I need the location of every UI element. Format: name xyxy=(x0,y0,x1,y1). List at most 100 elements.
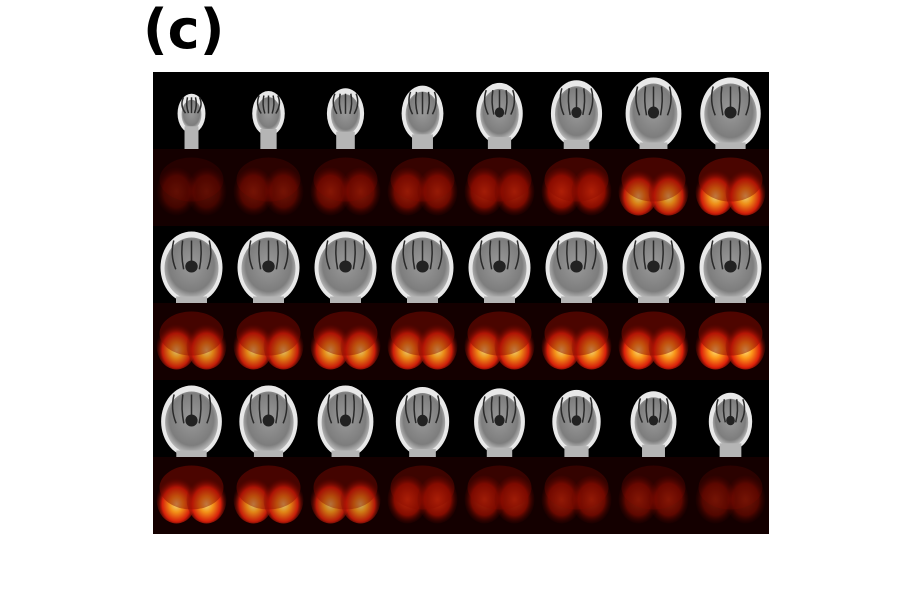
heat-blob xyxy=(417,167,458,216)
mri-slice xyxy=(161,385,222,458)
sulcus xyxy=(360,240,366,270)
heat-haze xyxy=(698,311,763,356)
mri-slice xyxy=(401,85,444,149)
ventricle xyxy=(417,414,428,427)
mri-slice xyxy=(545,231,608,304)
heat-blob xyxy=(233,321,274,370)
heat-blob xyxy=(340,321,381,370)
sulcus xyxy=(556,240,562,270)
heatmap-slice xyxy=(615,303,692,380)
heat-haze xyxy=(621,465,686,510)
sulcus xyxy=(588,88,594,116)
heat-blob xyxy=(648,167,689,216)
heat-haze xyxy=(390,465,455,510)
sulcus xyxy=(582,88,586,116)
sulcus xyxy=(181,394,185,424)
sulcus xyxy=(431,91,437,115)
heat-blob xyxy=(571,167,612,216)
heat-blob xyxy=(387,475,428,524)
heat-haze xyxy=(698,157,763,202)
neck xyxy=(719,443,742,457)
heat-blob xyxy=(156,167,197,216)
mri-slice xyxy=(552,389,601,457)
heatmap-slice xyxy=(461,457,538,534)
heat-blob xyxy=(725,321,766,370)
heat-blob xyxy=(648,475,689,524)
heatmap-slice xyxy=(230,149,307,226)
heat-haze xyxy=(159,465,224,510)
sulcus xyxy=(668,240,674,270)
sulcus xyxy=(734,399,739,423)
ventricle xyxy=(185,260,198,273)
sulcus xyxy=(181,96,187,114)
ventricle xyxy=(416,260,429,273)
neck xyxy=(486,447,513,457)
sulcus xyxy=(402,240,408,270)
heat-haze xyxy=(621,311,686,356)
sulcus xyxy=(353,93,359,115)
heatmap-slice xyxy=(384,457,461,534)
heatmap-slice xyxy=(692,457,769,534)
sulcus xyxy=(638,398,644,423)
neck xyxy=(331,450,360,457)
heat-blob xyxy=(541,475,582,524)
sulcus xyxy=(645,398,649,423)
ventricle xyxy=(339,414,352,427)
sulcus xyxy=(171,394,177,424)
mri-slice xyxy=(468,231,531,304)
heat-haze xyxy=(159,157,224,202)
mri-slice xyxy=(625,77,682,150)
heat-blob xyxy=(571,321,612,370)
sulcus xyxy=(358,394,364,424)
neck xyxy=(409,449,436,457)
heat-haze xyxy=(467,157,532,202)
ventricle xyxy=(726,415,735,426)
heatmap-slice xyxy=(153,303,230,380)
heat-blob xyxy=(541,167,582,216)
heatmap-slice xyxy=(307,149,384,226)
sulcus xyxy=(352,240,356,270)
heat-blob xyxy=(464,475,505,524)
ventricle xyxy=(648,415,659,426)
sulcus xyxy=(660,240,664,270)
sulcus xyxy=(663,398,669,423)
sulcus xyxy=(504,89,508,115)
ventricle xyxy=(571,106,582,119)
mri-slice xyxy=(708,392,753,457)
heat-blob xyxy=(233,475,274,524)
sulcus xyxy=(206,240,212,270)
neck xyxy=(336,131,355,149)
heat-haze xyxy=(313,157,378,202)
sulcus xyxy=(506,240,510,270)
heat-blob xyxy=(340,475,381,524)
mri-slice xyxy=(314,231,377,304)
mri-slice xyxy=(237,231,300,304)
heat-blob xyxy=(618,167,659,216)
heat-haze xyxy=(236,465,301,510)
heat-blob xyxy=(464,321,505,370)
heat-haze xyxy=(390,157,455,202)
neck xyxy=(561,296,592,303)
neck xyxy=(715,142,746,149)
heat-haze xyxy=(467,465,532,510)
heat-haze xyxy=(544,157,609,202)
heat-blob xyxy=(310,167,351,216)
heat-blob xyxy=(186,475,227,524)
neck xyxy=(330,296,361,303)
sulcus xyxy=(275,240,279,270)
sulcus xyxy=(659,86,664,116)
ventricle xyxy=(647,106,660,119)
sulcus xyxy=(511,396,517,424)
heat-haze xyxy=(313,465,378,510)
heat-blob xyxy=(387,167,428,216)
neck xyxy=(253,450,284,457)
heat-blob xyxy=(340,167,381,216)
heat-blob xyxy=(695,321,736,370)
mri-slice xyxy=(476,82,523,149)
sulcus xyxy=(514,240,520,270)
mri-slice xyxy=(550,80,603,149)
heat-blob xyxy=(387,321,428,370)
sulcus xyxy=(710,240,716,270)
heat-blob xyxy=(156,321,197,370)
heatmap-slice xyxy=(615,457,692,534)
